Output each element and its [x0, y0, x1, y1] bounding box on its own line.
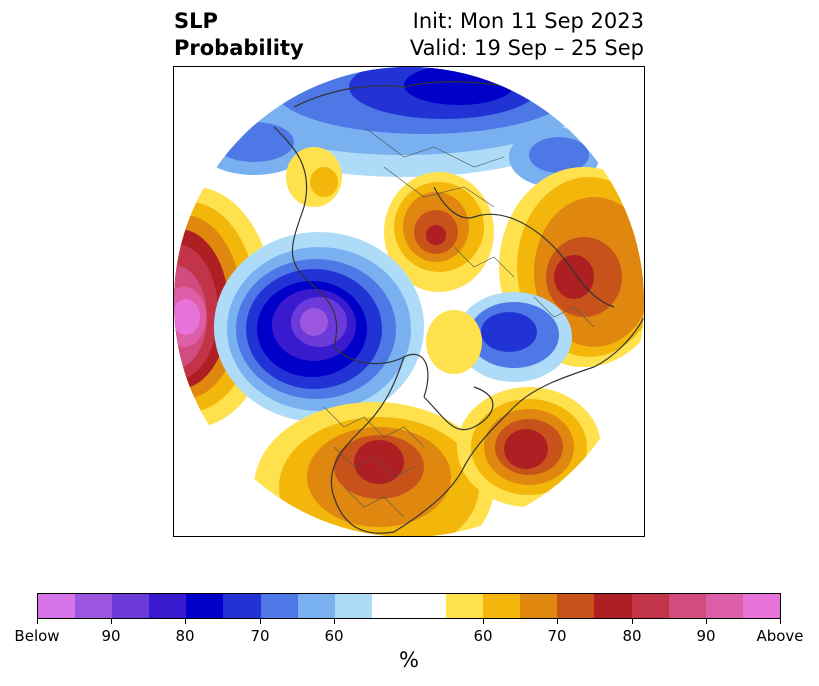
colorbar-tick-label: 70	[250, 627, 270, 645]
colorbar-tick-label: 70	[547, 627, 567, 645]
colorbar-tick-label: 90	[101, 627, 121, 645]
colorbar-tick-label: 80	[175, 627, 195, 645]
chart-title: SLP Probability	[174, 8, 304, 62]
colorbar-tick	[706, 619, 707, 624]
colorbar-cell	[742, 594, 780, 618]
colorbar-cell	[483, 594, 521, 618]
colorbar-tick-label: 60	[473, 627, 493, 645]
central-cold-region	[456, 292, 572, 382]
colorbar-cell	[520, 594, 558, 618]
arctic-warm-patch	[426, 310, 482, 374]
title-line-2: Probability	[174, 36, 304, 60]
colorbar-tick-label: 60	[324, 627, 344, 645]
colorbar-cell	[631, 594, 669, 618]
colorbar-tick	[780, 619, 781, 624]
north-small-warm	[286, 147, 342, 207]
valid-dates: Valid: 19 Sep – 25 Sep	[409, 36, 644, 60]
probability-map	[174, 67, 644, 536]
colorbar-tick	[557, 619, 558, 624]
colorbar-cell	[75, 594, 113, 618]
map-panel	[173, 66, 645, 537]
colorbar-cell	[594, 594, 632, 618]
colorbar-cell	[371, 594, 409, 618]
colorbar-cell	[223, 594, 261, 618]
init-date: Init: Mon 11 Sep 2023	[412, 9, 644, 33]
colorbar-cell	[112, 594, 150, 618]
central-warm-region	[384, 172, 494, 292]
southeast-warm-region	[457, 387, 601, 507]
colorbar-cell	[260, 594, 298, 618]
colorbar-cell	[334, 594, 372, 618]
colorbar-tick	[111, 619, 112, 624]
colorbar-cell	[297, 594, 335, 618]
colorbar-cell	[668, 594, 706, 618]
colorbar-unit: %	[399, 648, 419, 672]
colorbar-cell	[557, 594, 595, 618]
colorbar-tick	[334, 619, 335, 624]
colorbar-cell	[408, 594, 447, 618]
colorbar-cell	[446, 594, 484, 618]
colorbar-tick-label: 80	[622, 627, 642, 645]
colorbar-tick	[260, 619, 261, 624]
colorbar	[37, 593, 781, 619]
colorbar-cell	[149, 594, 187, 618]
colorbar-tick-label: 90	[696, 627, 716, 645]
colorbar-cell	[38, 594, 76, 618]
colorbar-tick	[483, 619, 484, 624]
colorbar-tick-label: Below	[14, 627, 60, 645]
colorbar-cell	[186, 594, 224, 618]
colorbar-tick	[185, 619, 186, 624]
date-info: Init: Mon 11 Sep 2023 Valid: 19 Sep – 25…	[410, 8, 644, 62]
title-line-1: SLP	[174, 9, 218, 33]
west-cold-region	[214, 232, 424, 422]
colorbar-cell	[705, 594, 743, 618]
north-cold-band	[199, 67, 604, 187]
colorbar-tick	[37, 619, 38, 624]
borders	[323, 126, 595, 518]
colorbar-tick-label: Above	[756, 627, 804, 645]
colorbar-tick	[632, 619, 633, 624]
